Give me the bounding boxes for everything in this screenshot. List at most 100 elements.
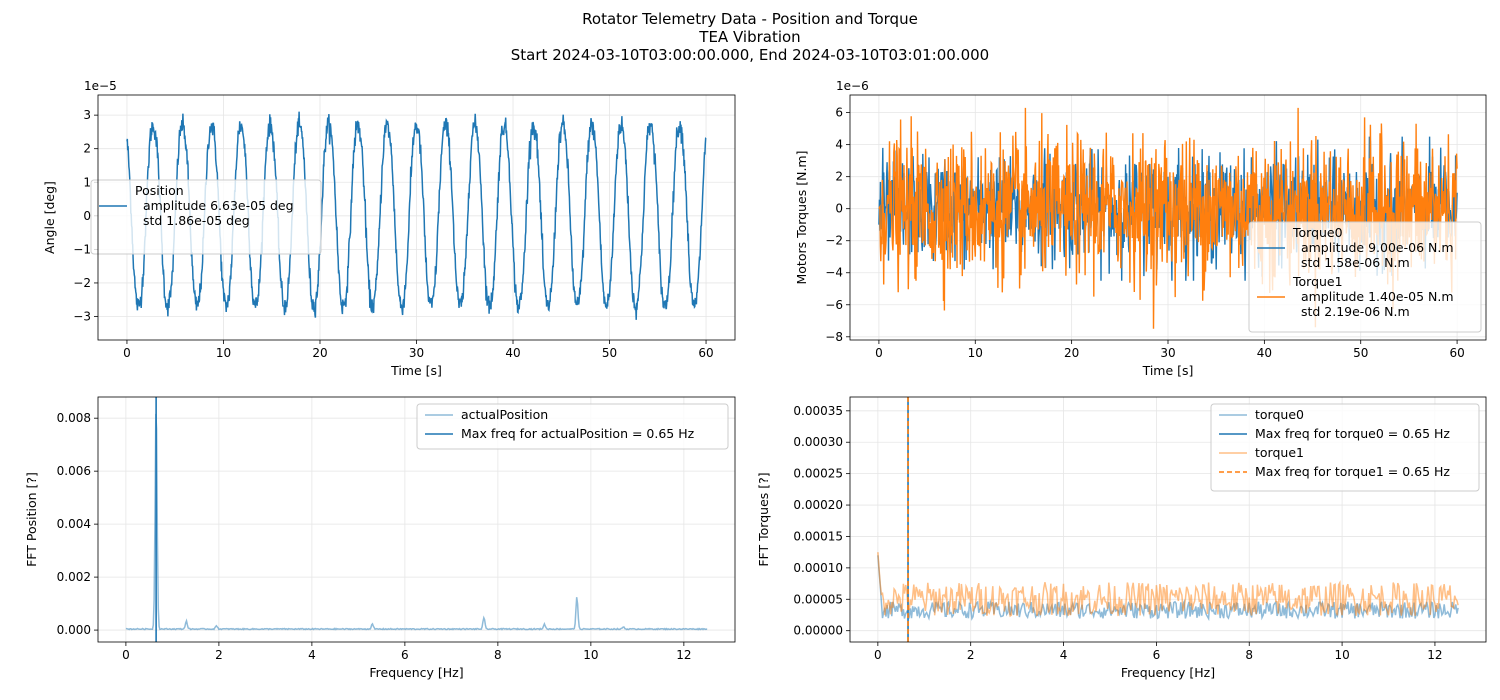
series-line-actualPosition <box>125 413 708 631</box>
y-axis-label: Motors Torques [N.m] <box>794 151 809 285</box>
legend-label-max0: Max freq for torque0 = 0.65 Hz <box>1255 426 1450 441</box>
y-tick-label: 3 <box>83 108 91 122</box>
x-tick-label: 6 <box>1153 648 1161 662</box>
x-tick-label: 4 <box>308 648 316 662</box>
axes-frame-torque <box>849 94 1487 341</box>
y-tick-label: −6 <box>825 298 843 312</box>
x-tick-label: 6 <box>401 648 409 662</box>
legend-label-Torque1: amplitude 1.40e-05 N.m <box>1293 289 1454 304</box>
y-tick-label: −4 <box>825 266 843 280</box>
series-line-torque1 <box>877 552 1459 618</box>
x-tick-label: 10 <box>583 648 598 662</box>
legend-label-torque0: torque0 <box>1255 407 1304 422</box>
y-tick-label: 0 <box>83 209 91 223</box>
y-tick-label: −2 <box>825 234 843 248</box>
y-tick-label: 0.00010 <box>793 561 843 575</box>
x-axis-label: Frequency [Hz] <box>369 665 463 680</box>
y-tick-label: −2 <box>73 276 91 290</box>
x-tick-label: 30 <box>1160 346 1175 360</box>
x-tick-label: 8 <box>1245 648 1253 662</box>
y-tick-label: −8 <box>825 330 843 344</box>
y-axis-label: Angle [deg] <box>42 181 57 254</box>
legend-label-Torque0: Torque0 <box>1292 225 1343 240</box>
legend: Torque0 amplitude 9.00e-06 N.m std 1.58e… <box>1248 221 1482 333</box>
y-tick-label: 6 <box>835 106 843 120</box>
x-tick-label: 60 <box>1449 346 1464 360</box>
y-tick-label: 0.006 <box>57 464 91 478</box>
axes-fft_torque: 0 2 4 6 8 10 12 0.00000 0.00005 0.00010 0.00015 0.0… <box>756 397 1486 680</box>
series-line-torque0 <box>877 555 1459 622</box>
y-tick-label: 0.002 <box>57 570 91 584</box>
x-tick-label: 40 <box>1257 346 1272 360</box>
x-tick-label: 20 <box>312 346 327 360</box>
x-tick-label: 12 <box>676 648 691 662</box>
x-tick-label: 10 <box>1334 648 1349 662</box>
plot-area <box>126 111 707 320</box>
y-tick-label: 2 <box>835 170 843 184</box>
y-tick-label: 0.00030 <box>793 435 843 449</box>
x-tick-label: 0 <box>874 648 882 662</box>
legend-label-maxfreq: Max freq for actualPosition = 0.65 Hz <box>461 426 695 441</box>
legend-label-max1: Max freq for torque1 = 0.65 Hz <box>1255 464 1450 479</box>
legend-label-Position: Position <box>135 183 184 198</box>
figure-title-line-3: Start 2024-03-10T03:00:00.000, End 2024-… <box>510 46 990 64</box>
x-tick-label: 0 <box>123 346 131 360</box>
y-tick-label: 0.00035 <box>793 404 843 418</box>
y-axis-label: FFT Torques [?] <box>756 472 771 566</box>
x-tick-label: 8 <box>494 648 502 662</box>
y-axis-label: FFT Position [?] <box>24 472 39 567</box>
y-tick-label: −3 <box>73 310 91 324</box>
x-tick-label: 30 <box>409 346 424 360</box>
legend: actualPosition Max freq for actualPositio… <box>416 403 729 450</box>
legend-label-Torque1: Torque1 <box>1292 274 1343 289</box>
legend-label-actualPosition: actualPosition <box>461 407 548 422</box>
legend-label-Position: std 1.86e-05 deg <box>135 213 250 228</box>
series-line-Position <box>126 111 707 320</box>
y-tick-label: 0.008 <box>57 411 91 425</box>
axes-fft_position: 0 2 4 6 8 10 12 0.000 0.002 0.004 0.006 0.008 Freque… <box>24 397 735 680</box>
y-tick-label: 0.00005 <box>793 592 843 606</box>
x-tick-label: 50 <box>602 346 617 360</box>
x-tick-label: 10 <box>968 346 983 360</box>
plot-area <box>877 397 1459 642</box>
legend-frame <box>1248 221 1482 333</box>
x-axis-label: Time [s] <box>1142 363 1194 378</box>
axes-frame-fft_torque <box>849 396 1487 643</box>
y-tick-label: 0 <box>835 202 843 216</box>
legend: torque0 Max freq for torque0 = 0.65 Hz tor… <box>1210 403 1480 492</box>
x-axis-label: Frequency [Hz] <box>1121 665 1215 680</box>
axes-position: 0 10 20 30 40 50 60 −3 −2 −1 0 1 2 3 Time [s] Angle [de… <box>42 79 735 378</box>
axes-frame-fft_position <box>97 396 736 643</box>
x-tick-label: 60 <box>698 346 713 360</box>
figure-title: Rotator Telemetry Data - Position and To… <box>0 10 1500 64</box>
x-tick-label: 12 <box>1427 648 1442 662</box>
x-tick-label: 50 <box>1353 346 1368 360</box>
figure-title-line-2: TEA Vibration <box>699 28 801 46</box>
y-tick-label: 0.000 <box>57 623 91 637</box>
legend-label-Torque1: std 2.19e-06 N.m <box>1293 304 1410 319</box>
figure-title-line-1: Rotator Telemetry Data - Position and To… <box>582 10 918 28</box>
axes-frame-position <box>97 94 736 341</box>
x-axis-label: Time [s] <box>390 363 442 378</box>
legend-frame <box>90 179 322 255</box>
x-tick-label: 2 <box>215 648 223 662</box>
x-tick-label: 20 <box>1064 346 1079 360</box>
x-tick-label: 10 <box>216 346 231 360</box>
y-tick-label: 2 <box>83 142 91 156</box>
y-tick-label: 4 <box>835 138 843 152</box>
offset-text: 1e−6 <box>836 79 869 93</box>
y-tick-label: 1 <box>83 175 91 189</box>
x-tick-label: 0 <box>122 648 130 662</box>
x-tick-label: 0 <box>875 346 883 360</box>
x-tick-label: 4 <box>1060 648 1068 662</box>
x-tick-label: 40 <box>505 346 520 360</box>
plot-area <box>125 397 708 642</box>
x-tick-label: 2 <box>967 648 975 662</box>
y-tick-label: 0.00020 <box>793 498 843 512</box>
y-tick-label: −1 <box>73 242 91 256</box>
legend-frame <box>416 403 729 450</box>
y-tick-label: 0.00015 <box>793 529 843 543</box>
y-tick-label: 0.00000 <box>793 624 843 638</box>
legend-label-Torque0: amplitude 9.00e-06 N.m <box>1293 240 1454 255</box>
